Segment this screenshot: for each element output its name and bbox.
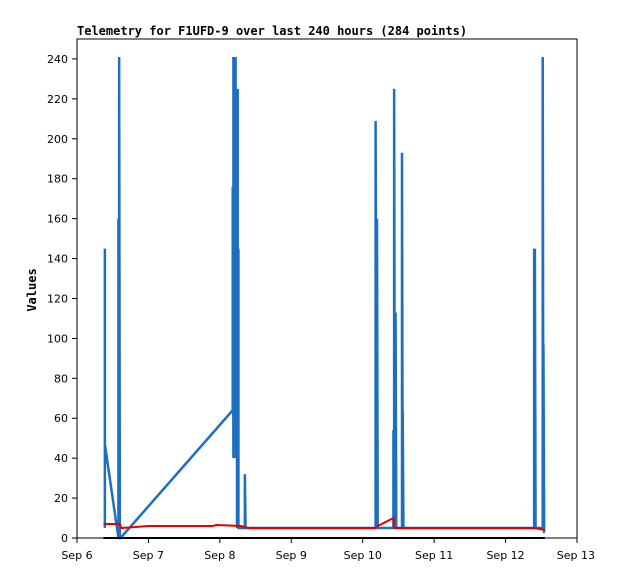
y-tick-label: 180 — [47, 173, 68, 186]
y-tick-label: 80 — [54, 372, 68, 385]
y-tick-label: 220 — [47, 93, 68, 106]
y-tick-label: 120 — [47, 292, 68, 305]
x-tick-label: Sep 8 — [204, 549, 235, 562]
x-tick-label: Sep 10 — [344, 549, 382, 562]
x-tick-label: Sep 13 — [557, 549, 595, 562]
y-tick-label: 240 — [47, 53, 68, 66]
y-tick-label: 60 — [54, 412, 68, 425]
y-tick-label: 100 — [47, 332, 68, 345]
x-tick-label: Sep 6 — [61, 549, 92, 562]
y-tick-label: 140 — [47, 253, 68, 266]
y-tick-label: 200 — [47, 133, 68, 146]
x-tick-label: Sep 11 — [415, 549, 453, 562]
series-layer — [103, 56, 546, 540]
y-tick-label: 20 — [54, 492, 68, 505]
y-tick-label: 0 — [61, 532, 68, 545]
chart-title: Telemetry for F1UFD-9 over last 240 hour… — [77, 24, 467, 38]
x-axis: Sep 6 Sep 7 Sep 8 Sep 9 Sep 10 Sep 11 Sep 12 Se… — [61, 538, 595, 562]
y-axis: 0 20 40 60 80 100 120 140 160 180 200 220 240 — [47, 53, 77, 545]
plot-frame — [76, 38, 578, 539]
y-axis-label: Values — [25, 268, 39, 311]
x-tick-label: Sep 9 — [276, 549, 307, 562]
series-line-2 — [103, 516, 546, 532]
x-tick-label: Sep 12 — [486, 549, 524, 562]
y-tick-label: 160 — [47, 213, 68, 226]
x-tick-label: Sep 7 — [133, 549, 164, 562]
y-tick-label: 40 — [54, 452, 68, 465]
